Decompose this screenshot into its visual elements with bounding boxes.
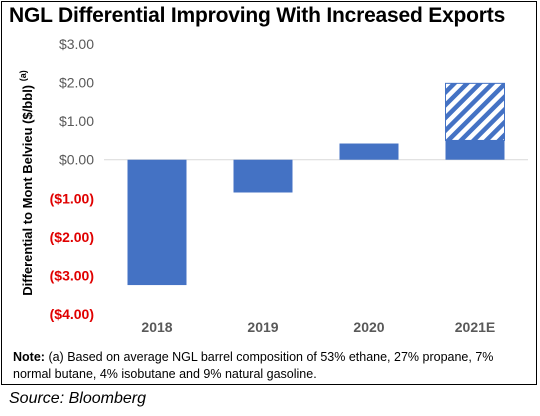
y-tick-label: ($1.00) xyxy=(50,190,94,206)
bar-2021E xyxy=(445,140,505,160)
y-tick-label: $0.00 xyxy=(59,152,94,168)
y-axis-label-text: Differential to Mont Belvieu ($/bbl) xyxy=(20,85,35,296)
y-axis-label: Differential to Mont Belvieu ($/bbl) (a) xyxy=(18,70,35,296)
y-tick-label: $1.00 xyxy=(59,113,94,129)
svg-text:Differential to Mont Belvieu (: Differential to Mont Belvieu ($/bbl) (a) xyxy=(18,70,35,296)
bar-2018 xyxy=(127,159,187,286)
bar-projected-increment-2021E xyxy=(445,82,505,141)
x-tick-label: 2020 xyxy=(353,319,384,335)
x-axis-ticks: 2018 2019 2020 2021E xyxy=(141,319,495,335)
source-credit: Source: Bloomberg xyxy=(9,390,146,407)
y-tick-label: ($4.00) xyxy=(50,306,94,322)
y-axis-ticks: $3.00 $2.00 $1.00 $0.00 ($1.00) ($2.00) ($3.00… xyxy=(50,36,95,322)
x-tick-label: 2021E xyxy=(455,319,495,335)
bar-2019 xyxy=(233,159,293,193)
footnote: Note: (a) Based on average NGL barrel co… xyxy=(13,349,531,383)
y-tick-label: ($3.00) xyxy=(50,267,94,283)
chart-title: NGL Differential Improving With Increase… xyxy=(9,4,506,27)
bars xyxy=(127,82,505,286)
chart-frame xyxy=(1,1,537,385)
y-tick-label: ($2.00) xyxy=(50,229,94,245)
footnote-label: Note: xyxy=(13,350,45,364)
y-axis-label-superscript: (a) xyxy=(18,70,28,81)
bar-2020 xyxy=(339,143,399,160)
y-tick-label: $3.00 xyxy=(59,36,94,52)
y-tick-label: $2.00 xyxy=(59,75,94,91)
footnote-text: (a) Based on average NGL barrel composit… xyxy=(13,350,494,381)
x-tick-label: 2019 xyxy=(247,319,278,335)
x-tick-label: 2018 xyxy=(141,319,172,335)
